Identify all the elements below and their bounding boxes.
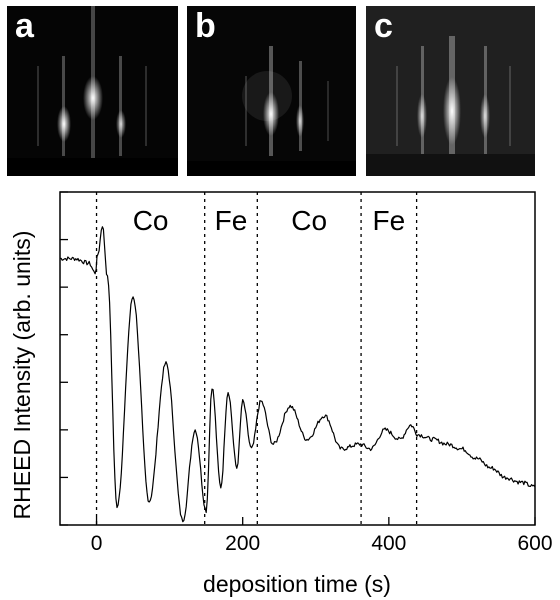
- panel-label-b: b: [195, 7, 216, 45]
- x-tick-label: 400: [371, 532, 406, 555]
- rheed-pattern-a: [7, 6, 178, 176]
- panel-label-a: a: [15, 7, 34, 45]
- x-axis-label: deposition time (s): [203, 571, 391, 597]
- series-line: [59, 226, 536, 523]
- rheed-panel-c: c: [366, 6, 535, 176]
- region-label: Fe: [373, 205, 406, 236]
- plot-area: 0 200 400 600 Co Fe Co Fe: [59, 191, 553, 555]
- rheed-pattern-c: [366, 6, 535, 176]
- rheed-pattern-b: [187, 6, 356, 176]
- x-tick-label: 600: [517, 532, 552, 555]
- panel-label-c: c: [374, 7, 393, 45]
- rheed-panel-b: b: [187, 6, 356, 176]
- plot-frame: [59, 191, 536, 526]
- rheed-panel-a: a: [7, 6, 178, 176]
- x-tick-label: 0: [91, 532, 103, 555]
- rheed-intensity-chart: 0 200 400 600 Co Fe Co Fe RHEED Intensity (arb.…: [9, 191, 553, 597]
- region-label: Co: [291, 205, 327, 236]
- region-label: Fe: [215, 205, 248, 236]
- x-tick-label: 200: [225, 532, 260, 555]
- region-label: Co: [133, 205, 169, 236]
- y-axis-label: RHEED Intensity (arb. units): [9, 231, 35, 520]
